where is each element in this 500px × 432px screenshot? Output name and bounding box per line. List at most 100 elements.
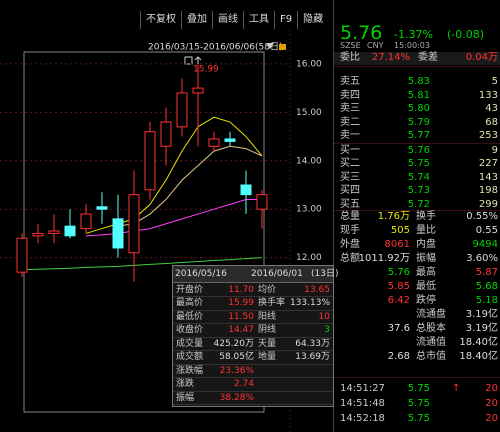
book-price: 5.73	[407, 185, 430, 196]
book-price: 5.72	[407, 198, 430, 210]
stat-label: 跌停	[416, 295, 436, 306]
diff-label: 委差	[418, 52, 438, 63]
stat-value: 0.55%	[466, 211, 498, 222]
popup-label: 天量	[258, 338, 277, 349]
stat-value: 1011.92万	[358, 253, 410, 264]
book-volume: 143	[478, 171, 498, 183]
popup-row-line	[173, 390, 333, 392]
popup-label: 均价	[258, 284, 277, 295]
change: (-0.08)	[447, 27, 485, 41]
stat-value: 8061	[384, 239, 410, 250]
candle-body	[144, 131, 156, 191]
candle-body	[240, 184, 252, 196]
stat-value: 2.68	[387, 351, 410, 362]
popup-label: 最低价	[176, 311, 204, 322]
arrow-icon	[194, 56, 202, 64]
candle-body	[160, 121, 172, 147]
toolbar-button[interactable]: F9	[274, 11, 297, 29]
stat-label: 总额	[340, 253, 360, 264]
popup-value: 11.70	[228, 284, 254, 295]
popup-value: 10	[318, 311, 330, 322]
stat-label: 流通值	[416, 337, 446, 348]
popup-value: 15.99	[228, 298, 254, 308]
box-icon	[184, 56, 193, 65]
popup-row-line	[173, 336, 333, 338]
stat-label: 总股本	[416, 323, 446, 334]
popup-label: 阴线	[258, 325, 277, 335]
stat-label: 现手	[340, 225, 360, 236]
book-volume: 133	[478, 89, 498, 101]
popup-value: 58.05亿	[219, 352, 254, 362]
toolbar-button[interactable]: 隐藏	[297, 11, 328, 29]
trade-volume: 20	[485, 398, 498, 409]
currency: CNY	[367, 41, 384, 50]
stat-value: 3.19亿	[465, 323, 498, 334]
divider	[333, 0, 334, 432]
popup-end: 2016/06/01	[251, 268, 303, 279]
candle-body	[64, 225, 76, 237]
popup-label: 收盘价	[176, 325, 204, 335]
stat-value: 5.68	[475, 281, 498, 292]
book-label: 买三	[340, 171, 360, 183]
popup-start: 2016/05/16	[175, 268, 227, 279]
stat-value: 18.40亿	[459, 351, 498, 362]
trade-time: 14:52:18	[340, 413, 385, 424]
stat-label: 总量	[340, 211, 360, 222]
book-volume: 9	[491, 144, 498, 156]
toolbar-button[interactable]: 不复权	[140, 11, 181, 29]
change-pct: -1.37%	[394, 27, 433, 41]
moving-average-line	[85, 116, 263, 234]
toolbar-button[interactable]: 画线	[212, 11, 243, 29]
book-label: 卖二	[340, 116, 360, 128]
stat-label: 最高	[416, 267, 436, 278]
y-tick-label: 13.00	[296, 205, 322, 215]
ratio-band	[334, 52, 500, 65]
book-price: 5.76	[407, 144, 430, 156]
book-price: 5.79	[407, 116, 430, 128]
lock-icon	[279, 44, 286, 50]
popup-label: 开盘价	[176, 284, 204, 295]
book-label: 卖一	[340, 130, 360, 141]
stat-label: 内盘	[416, 239, 436, 250]
book-volume: 299	[478, 198, 498, 210]
stat-value: 18.40亿	[459, 337, 498, 348]
book-label: 买一	[340, 144, 360, 156]
book-price: 5.75	[407, 158, 430, 169]
book-volume: 227	[478, 158, 498, 169]
popup-row-line	[173, 377, 333, 378]
popup-label: 成交量	[176, 338, 204, 349]
book-price: 5.74	[407, 171, 430, 183]
book-label: 买四	[340, 185, 360, 196]
toolbar-button[interactable]: 工具	[243, 11, 274, 29]
popup-value: 133.13%	[289, 298, 330, 308]
quote-time: 15:00:03	[394, 41, 430, 50]
popup-row-line	[173, 323, 333, 324]
popup-value: 3	[324, 325, 330, 335]
book-label: 买二	[340, 158, 360, 169]
book-volume: 5	[491, 76, 498, 87]
candle-body	[16, 237, 28, 273]
stat-label: 量比	[416, 225, 436, 236]
range-label: 2016/03/15-2016/06/06(58日)	[148, 42, 282, 53]
separator	[334, 377, 500, 378]
candle-body	[96, 206, 108, 210]
trade-time: 14:51:27	[340, 383, 385, 394]
book-volume: 43	[485, 103, 498, 114]
popup-label: 最高价	[176, 298, 204, 308]
popup-header	[173, 266, 333, 283]
book-price: 5.77	[407, 130, 430, 141]
separator	[334, 143, 500, 144]
ratio-label: 委比	[340, 52, 360, 63]
trade-time: 14:51:48	[340, 398, 385, 409]
popup-value: 23.36%	[219, 365, 254, 376]
book-label: 买五	[340, 198, 360, 210]
popup-label: 地量	[258, 352, 277, 362]
book-price: 5.81	[407, 89, 430, 101]
book-volume: 198	[478, 185, 498, 196]
y-tick-label: 12.00	[296, 253, 322, 263]
stat-label: 振幅	[416, 253, 436, 264]
high-annotation: 15.99	[193, 65, 219, 75]
toolbar-button[interactable]: 叠加	[181, 11, 212, 29]
popup-label: 换手率	[258, 298, 286, 308]
